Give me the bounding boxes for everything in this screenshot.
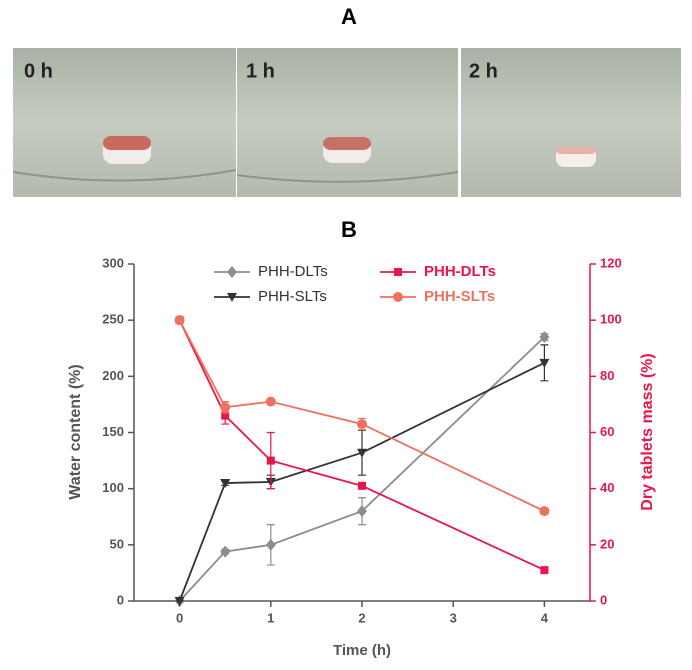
marker <box>265 538 276 551</box>
y2-tick-label: 40 <box>600 480 614 495</box>
y-tick-label: 150 <box>102 424 124 439</box>
marker <box>174 315 185 326</box>
photo <box>461 48 681 197</box>
marker <box>539 506 550 517</box>
marker <box>393 292 403 302</box>
y2-tick-label: 120 <box>600 255 622 270</box>
panel-label: A <box>341 4 357 29</box>
marker <box>394 268 402 276</box>
y2-axis-title: Dry tablets mass (%) <box>639 353 656 510</box>
marker <box>357 505 367 518</box>
x-axis-title: Time (h) <box>333 642 391 659</box>
marker <box>357 448 367 458</box>
x-tick-label: 4 <box>541 610 549 625</box>
marker <box>265 396 276 407</box>
legend-label: PHH-DLTs <box>258 263 328 280</box>
marker <box>221 411 230 420</box>
panel-label: B <box>341 217 357 242</box>
marker <box>539 358 550 368</box>
marker <box>227 293 237 302</box>
marker <box>358 481 366 490</box>
marker <box>266 456 275 465</box>
y2-tick-label: 0 <box>600 592 607 607</box>
photo <box>12 48 237 197</box>
x-tick-label: 2 <box>358 610 365 625</box>
y2-tick-label: 60 <box>600 424 614 439</box>
x-tick-label: 1 <box>267 610 274 625</box>
marker <box>540 566 549 575</box>
y2-tick-label: 20 <box>600 536 614 551</box>
y-tick-label: 200 <box>102 368 124 383</box>
legend-label: PHH-DLTs <box>424 263 496 280</box>
photo <box>236 48 459 197</box>
y-tick-label: 50 <box>110 536 124 551</box>
y2-tick-label: 100 <box>600 312 622 327</box>
marker <box>357 419 367 430</box>
photo-label: 1 h <box>246 60 275 82</box>
x-tick-label: 0 <box>176 610 183 625</box>
marker <box>174 597 185 606</box>
x-tick-label: 3 <box>450 610 457 625</box>
marker <box>220 402 231 413</box>
legend-label: PHH-SLTs <box>258 288 327 305</box>
photo-label: 0 h <box>24 60 53 82</box>
y-tick-label: 100 <box>102 480 124 495</box>
marker <box>227 266 237 278</box>
y-tick-label: 300 <box>102 255 124 270</box>
marker <box>220 545 231 558</box>
y-tick-label: 250 <box>102 312 124 327</box>
marker <box>220 479 231 489</box>
marker <box>539 331 550 344</box>
photo-label: 2 h <box>469 60 498 82</box>
legend-label: PHH-SLTs <box>424 288 495 305</box>
y-tick-label: 0 <box>117 592 124 607</box>
y2-tick-label: 80 <box>600 368 614 383</box>
y-axis-title: Water content (%) <box>67 364 84 499</box>
